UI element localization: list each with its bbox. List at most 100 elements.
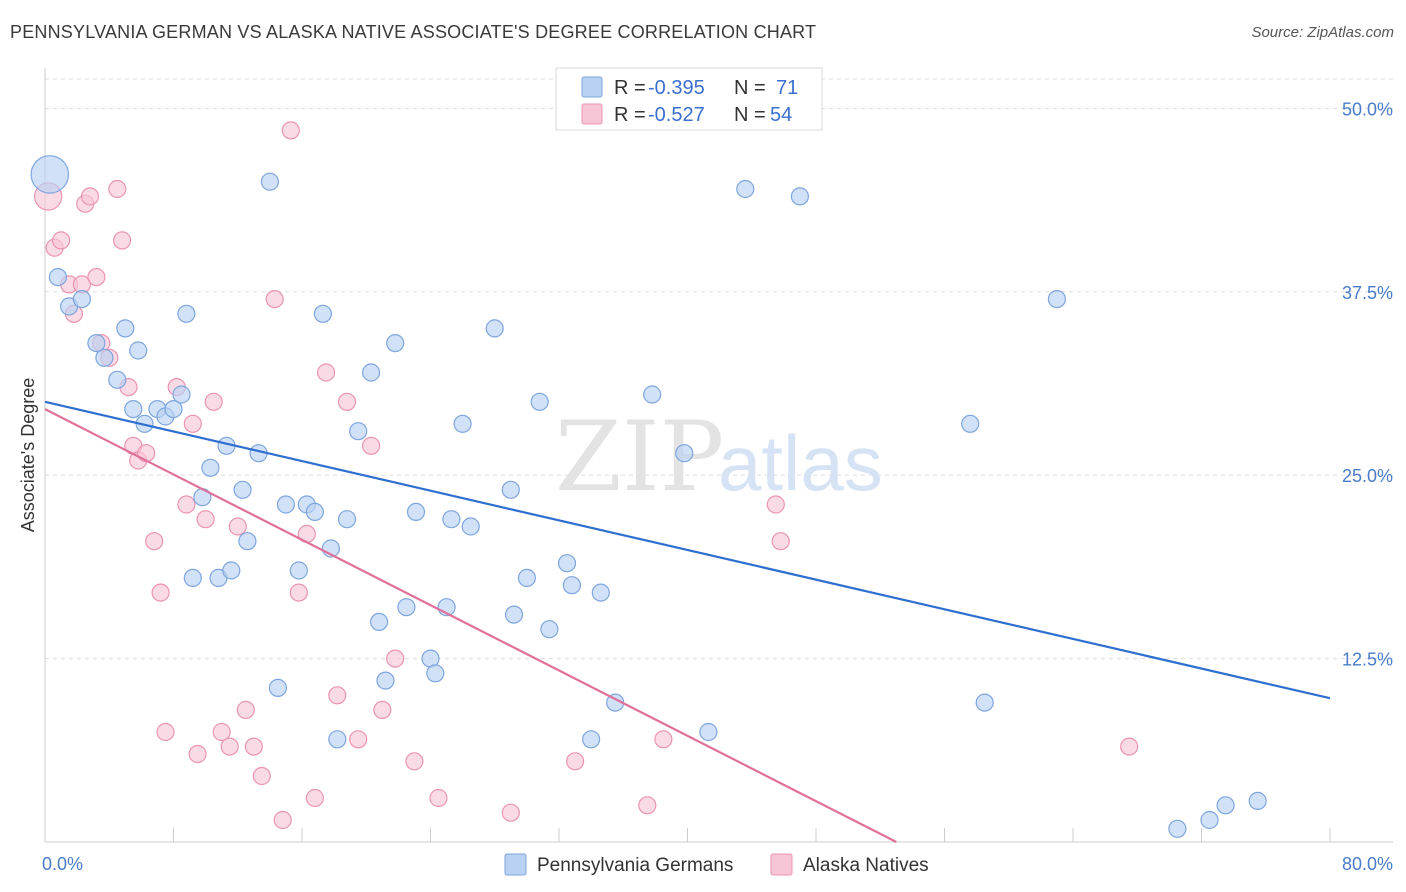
legend-n-label-2: N = — [734, 104, 766, 126]
point-pennsylvania-germans-13 — [164, 400, 183, 419]
legend-r-label-1: R = — [614, 77, 646, 99]
point-pennsylvania-germans-49 — [501, 480, 520, 499]
point-pennsylvania-germans-60 — [675, 444, 694, 463]
point-alaska-natives-27 — [220, 737, 239, 756]
legend-swatch-pink — [581, 103, 603, 125]
point-alaska-natives-2 — [51, 231, 71, 250]
legend-swatch-blue — [581, 76, 603, 98]
point-pennsylvania-germans-22 — [233, 480, 252, 499]
y-tick-label-1: 25.0% — [1342, 466, 1393, 486]
legend-r-value-1: -0.395 — [648, 77, 705, 99]
point-pennsylvania-germans-43 — [426, 664, 445, 683]
point-alaska-natives-42 — [362, 436, 381, 455]
point-pennsylvania-germans-65 — [975, 693, 994, 712]
x-tick-labels: 0.0% 80.0% — [42, 854, 1393, 874]
point-alaska-natives-39 — [328, 686, 347, 705]
point-alaska-natives-18 — [151, 583, 170, 602]
point-pennsylvania-germans-59 — [643, 385, 662, 404]
point-pennsylvania-germans-6 — [108, 370, 127, 389]
point-pennsylvania-germans-70 — [1168, 819, 1187, 838]
point-pennsylvania-germans-64 — [961, 414, 980, 433]
point-pennsylvania-germans-23 — [238, 532, 257, 551]
point-alaska-natives-25 — [204, 392, 223, 411]
point-pennsylvania-germans-61 — [699, 722, 718, 742]
point-alaska-natives-38 — [317, 363, 336, 382]
series-legend: Pennsylvania Germans Alaska Natives — [504, 853, 929, 876]
point-alaska-natives-49 — [638, 796, 657, 815]
y-tick-labels: 12.5% 25.0% 37.5% 50.0% — [1342, 99, 1393, 669]
point-alaska-natives-32 — [265, 290, 284, 309]
point-alaska-natives-33 — [273, 810, 292, 830]
points-layer — [30, 121, 1267, 838]
series-swatch-pennsylvania-germans — [504, 853, 527, 876]
point-alaska-natives-41 — [349, 730, 368, 749]
point-pennsylvania-germans-26 — [268, 678, 287, 698]
point-pennsylvania-germans-0 — [30, 155, 70, 194]
point-pennsylvania-germans-4 — [87, 334, 106, 353]
point-pennsylvania-germans-25 — [260, 172, 279, 191]
series-label-alaska-natives: Alaska Natives — [803, 855, 929, 876]
grid-layer — [45, 78, 1393, 660]
point-pennsylvania-germans-18 — [201, 458, 220, 477]
point-alaska-natives-53 — [1120, 737, 1139, 756]
correlation-legend: R = -0.395 N = 71 R = -0.527 N = 54 — [555, 67, 823, 131]
chart-title: PENNSYLVANIA GERMAN VS ALASKA NATIVE ASS… — [10, 22, 817, 42]
point-alaska-natives-34 — [281, 121, 300, 140]
point-pennsylvania-germans-39 — [386, 334, 405, 353]
point-alaska-natives-37 — [305, 788, 324, 808]
point-pennsylvania-germans-35 — [349, 422, 368, 441]
point-pennsylvania-germans-38 — [376, 671, 395, 690]
point-pennsylvania-germans-54 — [557, 554, 577, 573]
x-tick-label-0: 0.0% — [42, 854, 83, 874]
legend-r-label-2: R = — [614, 104, 646, 126]
point-alaska-natives-17 — [145, 532, 164, 551]
x-tick-label-1: 80.0% — [1342, 854, 1393, 874]
point-alaska-natives-16 — [137, 444, 156, 463]
point-pennsylvania-germans-67 — [1200, 810, 1219, 830]
point-pennsylvania-germans-45 — [442, 510, 461, 529]
point-pennsylvania-germans-57 — [591, 583, 610, 602]
point-alaska-natives-46 — [429, 788, 448, 808]
point-pennsylvania-germans-16 — [183, 568, 202, 588]
point-alaska-natives-7 — [80, 187, 100, 206]
point-pennsylvania-germans-33 — [328, 730, 347, 749]
legend-r-value-2: -0.527 — [648, 104, 705, 126]
point-pennsylvania-germans-31 — [313, 304, 332, 323]
legend-n-label-1: N = — [734, 77, 766, 99]
point-pennsylvania-germans-37 — [370, 612, 389, 632]
point-pennsylvania-germans-28 — [289, 561, 308, 580]
point-pennsylvania-germans-48 — [485, 319, 504, 338]
point-alaska-natives-30 — [244, 737, 263, 756]
watermark-atlas: atlas — [718, 419, 883, 507]
point-pennsylvania-germans-1 — [48, 268, 68, 287]
source-credit: Source: ZipAtlas.com — [1251, 24, 1394, 41]
point-pennsylvania-germans-34 — [337, 510, 357, 529]
y-tick-label-3: 50.0% — [1342, 99, 1393, 119]
point-alaska-natives-50 — [654, 730, 673, 749]
point-pennsylvania-germans-21 — [222, 561, 241, 580]
trend-line-pennsylvania-germans — [44, 400, 1331, 700]
trend-line-alaska-natives — [44, 408, 897, 843]
point-pennsylvania-germans-41 — [406, 502, 426, 521]
point-alaska-natives-26 — [212, 722, 231, 742]
point-pennsylvania-germans-62 — [736, 179, 755, 199]
point-pennsylvania-germans-56 — [581, 730, 601, 749]
point-pennsylvania-germans-63 — [790, 187, 810, 206]
point-pennsylvania-germans-8 — [124, 400, 143, 419]
y-tick-label-0: 12.5% — [1342, 650, 1393, 670]
point-pennsylvania-germans-68 — [1216, 796, 1235, 815]
point-pennsylvania-germans-30 — [305, 502, 324, 521]
point-pennsylvania-germans-7 — [116, 319, 135, 338]
point-alaska-natives-29 — [236, 700, 255, 720]
point-pennsylvania-germans-15 — [177, 304, 196, 323]
point-alaska-natives-40 — [337, 392, 357, 411]
point-pennsylvania-germans-51 — [517, 568, 537, 588]
point-alaska-natives-12 — [112, 231, 132, 250]
watermark-zip: ZIP — [555, 401, 724, 513]
point-pennsylvania-germans-69 — [1248, 791, 1267, 811]
point-pennsylvania-germans-40 — [397, 598, 416, 617]
legend-n-value-1: 71 — [776, 77, 798, 99]
point-pennsylvania-germans-3 — [72, 290, 92, 309]
point-pennsylvania-germans-14 — [172, 385, 191, 404]
